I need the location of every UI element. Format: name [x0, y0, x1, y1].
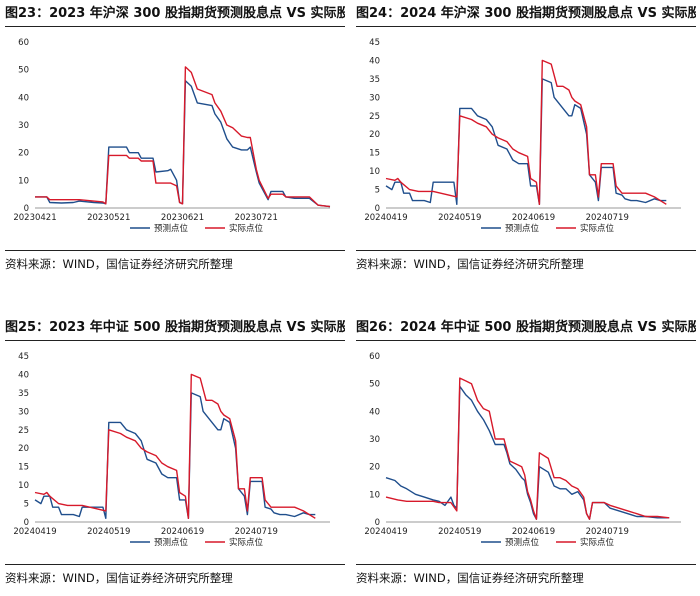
y-tick-label: 30	[18, 121, 29, 131]
y-tick-label: 40	[369, 407, 380, 417]
line-chart: 0 10 20 30 40 50 60 20230421 20230521 20230621 202…	[13, 38, 331, 234]
y-tick-label: 60	[18, 38, 29, 48]
title-divider	[356, 26, 696, 27]
x-tick-label: 20240419	[364, 527, 407, 537]
x-tick-label: 20230621	[161, 213, 204, 223]
y-tick-label: 40	[369, 56, 380, 66]
y-tick-label: 50	[369, 380, 380, 390]
source-divider	[5, 250, 345, 251]
y-tick-label: 0	[375, 518, 380, 528]
forecast-series-line	[385, 78, 667, 205]
y-tick-label: 10	[369, 490, 380, 500]
forecast-series-line	[34, 392, 316, 519]
y-tick-label: 45	[18, 352, 29, 362]
chart-panel-3: 图25：2023 年中证 500 股指期货预测股息点 VS 实际股息点 0 5 10…	[5, 318, 345, 596]
actual-series-line	[385, 377, 670, 520]
forecast-series-line	[385, 385, 670, 520]
x-tick-label: 20240519	[438, 527, 481, 537]
line-chart: 0 10 20 30 40 50 60 20240419 20240519 20240619 202…	[364, 352, 681, 548]
source-note: 资料来源：WIND，国信证券经济研究所整理	[356, 571, 584, 585]
chart-panel-1: 图23：2023 年沪深 300 股指期货预测股息点 VS 实际股息点 0 10 2…	[5, 4, 345, 282]
legend-label: 预测点位	[505, 223, 540, 234]
source-note: 资料来源：WIND，国信证券经济研究所整理	[5, 257, 233, 271]
chart-panel-2: 图24：2024 年沪深 300 股指期货预测股息点 VS 实际股息点 0 5 10…	[356, 4, 696, 282]
title-divider	[356, 340, 696, 341]
y-tick-label: 10	[18, 481, 29, 491]
actual-series-line	[34, 373, 316, 519]
y-tick-label: 30	[18, 407, 29, 417]
x-tick-label: 20230521	[87, 213, 130, 223]
y-tick-label: 40	[18, 370, 29, 380]
x-tick-label: 20240519	[438, 213, 481, 223]
y-tick-label: 10	[18, 176, 29, 186]
legend-label: 预测点位	[154, 537, 189, 548]
line-chart: 0 5 10 15 20 25 30 35 40 45 20240419 20240519 202406…	[364, 38, 681, 234]
y-tick-label: 5	[375, 186, 380, 196]
title-divider	[5, 26, 345, 27]
y-tick-label: 20	[18, 149, 29, 159]
x-tick-label: 20240719	[586, 527, 629, 537]
source-note: 资料来源：WIND，国信证券经济研究所整理	[356, 257, 584, 271]
y-tick-label: 35	[18, 389, 29, 399]
chart-title: 图23：2023 年沪深 300 股指期货预测股息点 VS 实际股息点	[5, 6, 345, 21]
y-tick-label: 30	[369, 93, 380, 103]
legend-label: 实际点位	[580, 537, 615, 548]
chart-panel-4: 图26：2024 年中证 500 股指期货预测股息点 VS 实际股息点 0 10 2…	[356, 318, 696, 596]
line-chart: 0 5 10 15 20 25 30 35 40 45 20240419 20240519 202406…	[13, 352, 330, 548]
x-tick-label: 20240419	[364, 213, 407, 223]
y-tick-label: 0	[24, 204, 29, 214]
actual-series-line	[35, 66, 331, 208]
x-tick-label: 20240719	[235, 527, 278, 537]
y-tick-label: 0	[375, 204, 380, 214]
y-tick-label: 5	[24, 500, 29, 510]
chart-title: 图24：2024 年沪深 300 股指期货预测股息点 VS 实际股息点	[356, 6, 696, 21]
x-tick-label: 20240619	[512, 213, 555, 223]
y-tick-label: 30	[369, 435, 380, 445]
x-tick-label: 20240519	[87, 527, 130, 537]
y-tick-label: 50	[18, 66, 29, 76]
y-tick-label: 15	[369, 149, 380, 159]
y-tick-label: 60	[369, 352, 380, 362]
x-tick-label: 20240619	[161, 527, 204, 537]
actual-series-line	[385, 59, 667, 205]
source-note: 资料来源：WIND，国信证券经济研究所整理	[5, 571, 233, 585]
source-divider	[356, 564, 696, 565]
legend-label: 预测点位	[154, 223, 189, 234]
x-tick-label: 20230721	[235, 213, 278, 223]
legend-label: 实际点位	[580, 223, 615, 234]
chart-title: 图26：2024 年中证 500 股指期货预测股息点 VS 实际股息点	[356, 320, 696, 335]
y-tick-label: 25	[369, 112, 380, 122]
source-divider	[356, 250, 696, 251]
legend-label: 实际点位	[229, 223, 264, 234]
x-tick-label: 20240419	[13, 527, 56, 537]
x-tick-label: 20240719	[586, 213, 629, 223]
y-tick-label: 20	[369, 130, 380, 140]
chart-title: 图25：2023 年中证 500 股指期货预测股息点 VS 实际股息点	[5, 320, 345, 335]
legend-label: 实际点位	[229, 537, 264, 548]
y-tick-label: 40	[18, 93, 29, 103]
x-tick-label: 20230421	[13, 213, 56, 223]
y-tick-label: 20	[18, 444, 29, 454]
y-tick-label: 20	[369, 463, 380, 473]
y-tick-label: 10	[369, 167, 380, 177]
y-tick-label: 35	[369, 75, 380, 85]
y-tick-label: 0	[24, 518, 29, 528]
source-divider	[5, 564, 345, 565]
y-tick-label: 15	[18, 463, 29, 473]
title-divider	[5, 340, 345, 341]
y-tick-label: 45	[369, 38, 380, 48]
y-tick-label: 25	[18, 426, 29, 436]
x-tick-label: 20240619	[512, 527, 555, 537]
legend-label: 预测点位	[505, 537, 540, 548]
